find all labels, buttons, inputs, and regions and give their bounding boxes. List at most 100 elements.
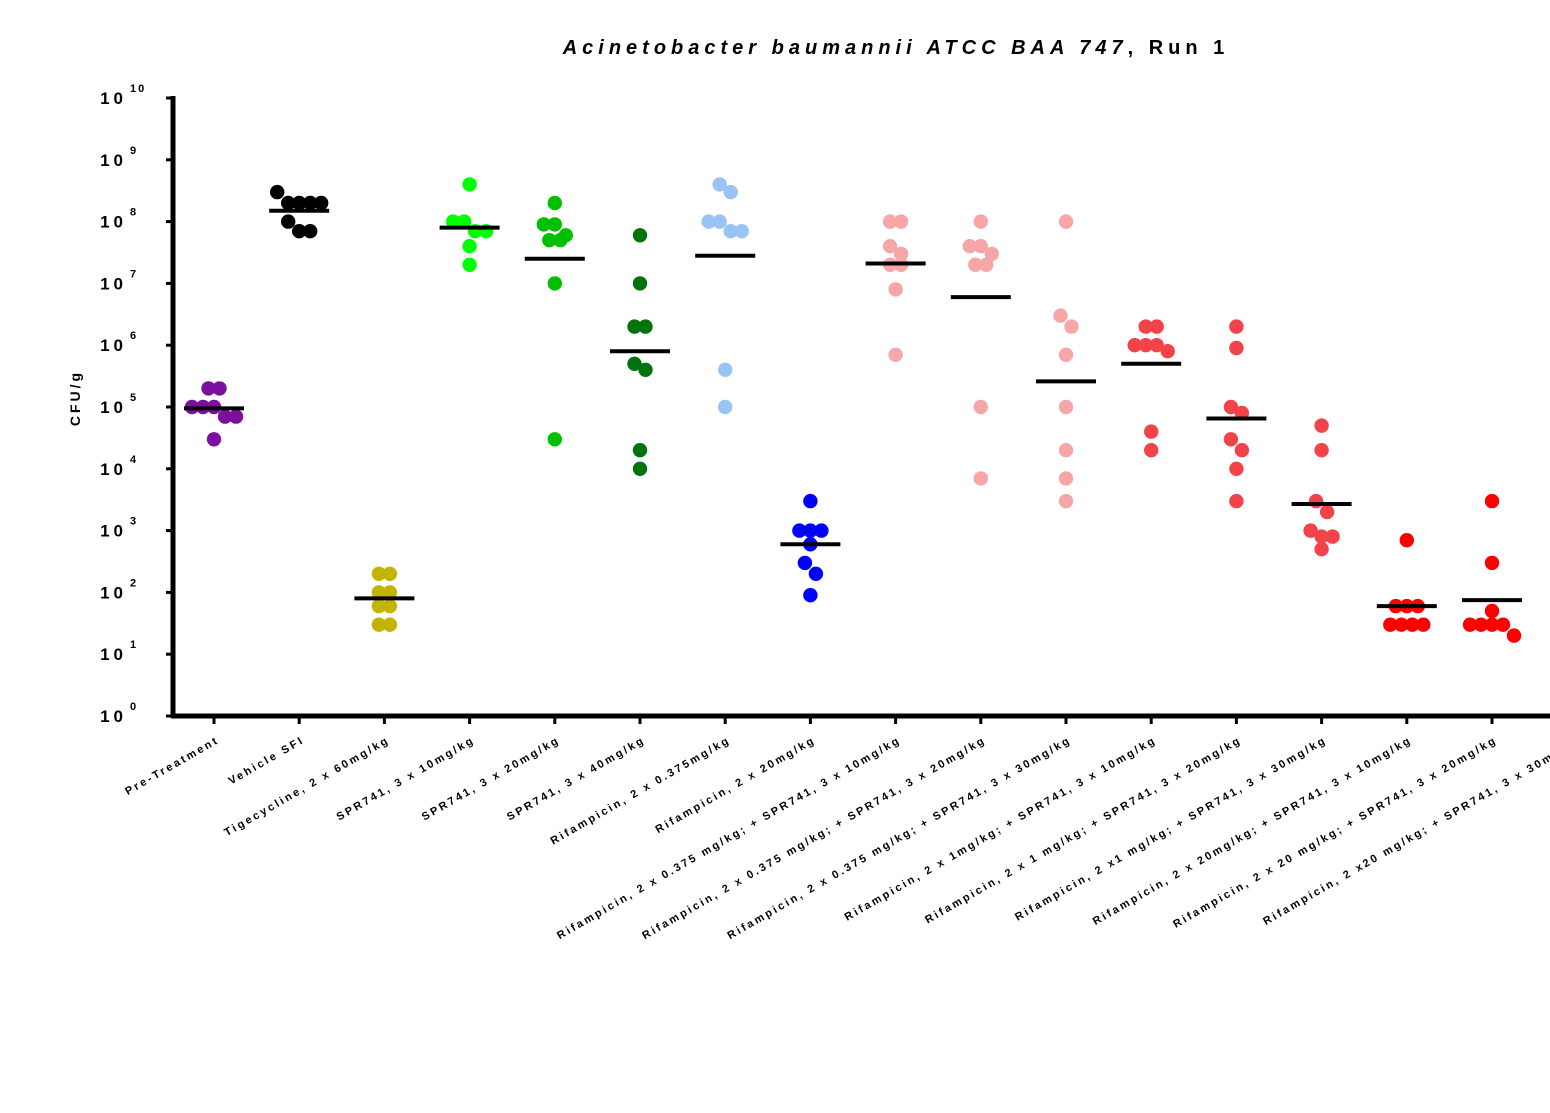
chart-title-run: , Run 1: [1128, 37, 1230, 59]
data-point: [547, 276, 562, 291]
data-point: [1484, 603, 1500, 619]
data-point: [462, 239, 477, 254]
y-tick-base: 10: [100, 583, 127, 602]
x-tick-label: Rifampicin, 2 x 20mg/kg: [654, 734, 818, 836]
data-point: [814, 523, 829, 538]
data-point: [1058, 471, 1074, 486]
data-point: [888, 347, 903, 362]
y-axis-label: CFU/g: [67, 370, 83, 426]
x-tick-label: Rifampicin, 2 x20 mg/kg; + SPR741, 3 x 3…: [1261, 734, 1550, 928]
y-tick-base: 10: [100, 707, 127, 726]
data-point: [1149, 319, 1164, 334]
median-lines: [184, 208, 1522, 609]
data-points: [184, 177, 1522, 643]
data-point: [456, 214, 472, 229]
data-point: [547, 195, 562, 211]
data-point: [1058, 443, 1074, 458]
data-point: [701, 214, 716, 229]
data-point: [547, 217, 562, 232]
data-point: [292, 224, 307, 239]
data-point: [1462, 617, 1478, 632]
data-point: [1314, 443, 1329, 458]
x-tick-label: SPR741, 3 x 40mg/kg: [505, 734, 647, 823]
data-point: [632, 228, 648, 243]
data-point: [445, 214, 461, 229]
x-tick-label: Tigecycline, 2 x 60mg/kg: [222, 734, 392, 839]
data-point: [536, 217, 551, 232]
y-tick-base: 10: [100, 274, 127, 293]
data-point: [1058, 347, 1074, 362]
data-point: [206, 432, 222, 447]
data-point: [1383, 617, 1398, 632]
data-point: [792, 523, 807, 538]
data-point: [292, 195, 307, 211]
data-point: [632, 276, 648, 291]
data-point: [712, 214, 727, 229]
data-point: [1234, 443, 1250, 458]
data-point: [1229, 461, 1244, 476]
y-tick-base: 10: [100, 398, 127, 417]
data-point: [803, 588, 818, 603]
data-point: [1058, 493, 1074, 509]
data-point: [968, 257, 983, 272]
data-point: [212, 381, 227, 396]
data-point: [979, 257, 994, 272]
data-point: [314, 195, 329, 211]
data-point: [973, 239, 988, 254]
data-point: [1325, 529, 1340, 544]
data-point: [371, 585, 387, 600]
y-tick-label: 10: [100, 583, 127, 602]
data-point: [1149, 338, 1164, 353]
data-point: [718, 362, 733, 377]
x-tick-label: Rifampicin, 2 x 0.375mg/kg: [549, 734, 733, 847]
data-point: [1127, 338, 1142, 353]
data-point: [803, 493, 818, 509]
data-point: [797, 555, 813, 571]
data-point: [984, 246, 999, 262]
data-point: [270, 184, 285, 200]
data-point: [638, 362, 653, 377]
data-point: [382, 585, 398, 600]
y-tick-exponent: 4: [130, 454, 138, 466]
data-point: [1229, 319, 1244, 334]
data-point: [1303, 523, 1318, 538]
data-point: [303, 224, 318, 239]
y-tick-label: 10: [100, 274, 127, 293]
data-point: [632, 461, 648, 476]
data-point: [893, 246, 909, 262]
data-point: [371, 598, 387, 614]
axes: [166, 96, 1550, 724]
data-point: [371, 617, 387, 632]
data-point: [882, 214, 898, 229]
data-point: [1495, 617, 1511, 632]
data-point: [1064, 319, 1079, 334]
y-tick-exponent: 6: [130, 330, 138, 342]
y-tick-base: 10: [100, 213, 127, 232]
y-tick-label: 10: [100, 460, 127, 479]
data-point: [382, 617, 398, 632]
data-point: [547, 432, 562, 447]
data-point: [723, 184, 738, 200]
data-point: [553, 233, 568, 248]
y-tick-label: 10: [100, 645, 127, 664]
data-point: [718, 399, 733, 415]
data-point: [462, 177, 477, 192]
data-point: [734, 224, 749, 239]
data-point: [1399, 533, 1415, 548]
x-tick-label: Rifampicin, 2 x 20mg/kg; + SPR741, 3 x 1…: [1091, 734, 1414, 928]
y-tick-exponent: 2: [130, 577, 138, 589]
x-tick-label: Rifampicin, 2 x 1mg/kg; + SPR741, 3 x 10…: [843, 734, 1159, 923]
y-tick-exponent: 0: [130, 701, 138, 713]
x-tick-label: Rifampicin, 2 x1 mg/kg; + SPR741, 3 x 30…: [1013, 734, 1329, 923]
data-point: [1473, 617, 1489, 632]
data-point: [1229, 340, 1244, 356]
y-tick-base: 10: [100, 151, 127, 170]
y-tick-exponent: 8: [130, 207, 138, 219]
data-point: [803, 523, 818, 538]
y-tick-base: 10: [100, 89, 127, 108]
data-point: [1308, 493, 1324, 509]
data-point: [1229, 493, 1244, 509]
